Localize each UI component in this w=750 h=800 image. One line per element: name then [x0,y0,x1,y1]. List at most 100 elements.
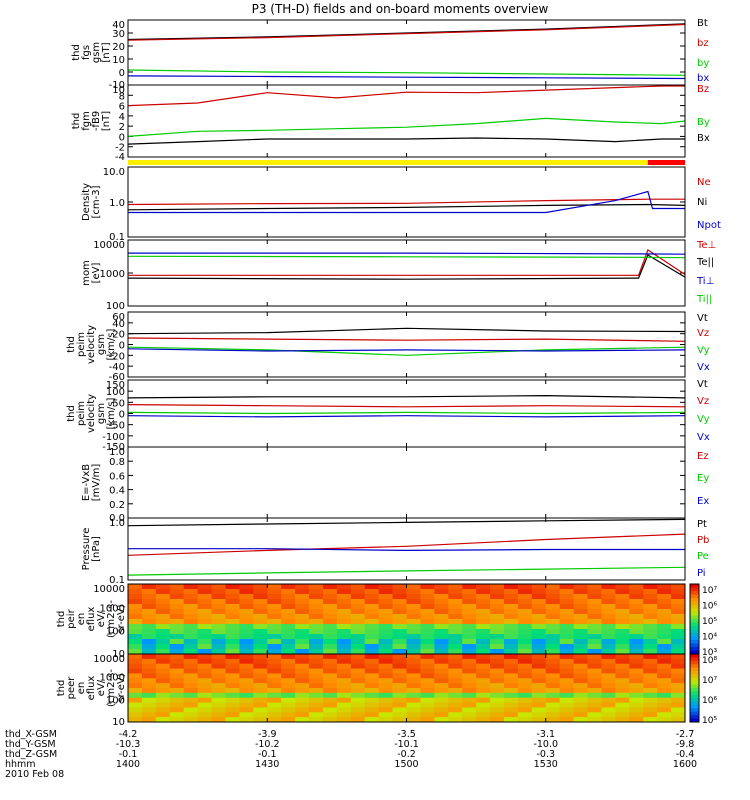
colorbar-segment [690,636,699,641]
spectrogram-cell [531,609,547,615]
spectrogram-cell [462,634,477,640]
spectrogram-cell [239,634,254,640]
spectrogram-cell [587,624,602,630]
spectrogram-cell [253,594,268,600]
spectrogram-cell [392,663,407,670]
spectrogram-cell [476,663,491,670]
spectrogram-cell [559,663,575,670]
spectrogram-cell [531,584,547,590]
spectrogram-cell [462,619,477,625]
spectrogram-cell [197,594,213,600]
spectrogram-cell [364,668,380,674]
spectrogram-cell [643,712,658,718]
spectrogram-cell [615,702,630,708]
y-axis-label-line: [km/s] [106,397,117,429]
colorbar-segment [690,701,699,706]
spectrogram-cell [141,707,157,713]
spectrogram-cell [350,707,366,713]
legend-label: Te|| [696,257,714,268]
spectrogram-cell [336,624,352,630]
spectrogram-cell [559,624,575,630]
spectrogram-cell [183,639,199,645]
spectrogram-cell [420,717,435,723]
spectrogram-cell [253,584,268,590]
y-tick-label: -2 [115,143,125,154]
spectrogram-cell [281,614,296,620]
colorbar-segment [690,587,699,592]
spectrogram-cell [420,654,435,660]
spectrogram-cell [392,589,407,595]
y-axis-label: thdfgm-fB9[nT] [71,111,112,131]
y-tick-label: 60 [112,312,125,323]
spectrogram-cell [155,697,171,704]
spectrogram-cell [517,663,533,670]
spectrogram-cell [615,678,630,684]
spectrogram-cell [267,707,282,713]
spectrogram-cell [517,707,533,713]
spectrogram-cell [420,634,435,640]
spectrogram-cell [434,668,449,674]
spectrogram-cell [155,629,171,635]
spectrogram-cell [573,614,589,620]
legend-label: Bt [697,18,708,29]
spectrogram-cell [406,668,421,674]
spectrogram-cell [378,688,394,694]
spectrogram-cell [169,683,185,689]
spectrogram-cell [573,717,589,723]
spectrogram-cell [490,644,505,650]
spectrogram-cell [671,594,686,600]
spectrogram-cell [601,629,616,635]
spectrogram-cell [309,639,324,645]
y-tick-label: 20 [112,330,125,341]
spectrogram-cell [462,692,477,699]
spectrogram-cell [573,668,589,674]
spectrogram-cell [211,594,226,600]
spectrogram-cell [406,702,421,708]
spectrogram-cell [128,624,143,630]
spectrogram-cell [531,658,547,665]
spectrogram-cell [615,688,630,694]
spectrogram-cell [239,702,254,708]
spectrogram-cell [197,624,213,630]
spectrogram-cell [239,609,254,615]
spectrogram-cell [643,663,658,670]
spectrogram-cell [531,692,547,699]
spectrogram-cell [448,707,463,713]
spectrogram-cell [531,707,547,713]
spectrogram-cell [253,683,268,689]
spectrogram-cell [309,663,324,670]
spectrogram-cell [322,668,338,674]
spectrogram-cell [531,712,547,718]
spectrogram-cell [378,673,394,679]
spectrogram-cell [615,717,630,723]
spectrogram-cell [183,584,199,590]
spectrogram-cell [350,594,366,600]
spectrogram-cell [267,654,282,660]
x-axis-value: -10.2 [255,739,280,750]
spectrogram-cell [169,712,185,718]
spectrogram-cell [545,673,561,679]
spectrogram-cell [657,658,672,665]
spectrogram-cell [517,609,533,615]
spectrogram-cell [406,584,421,590]
spectrogram-cell [309,683,324,689]
spectrogram-cell [503,688,519,694]
spectrogram-cell [336,663,352,670]
spectrogram-cell [517,594,533,600]
spectrogram-cell [253,688,268,694]
spectrogram-cell [336,688,352,694]
spectrogram-cell [615,619,630,625]
spectrogram-cell [141,683,157,689]
mode-bar [128,160,685,165]
spectrogram-cell [434,688,449,694]
spectrogram-cell [573,654,589,660]
spectrogram-cell [671,609,686,615]
spectrogram-cell [225,619,240,625]
spectrogram-cell [448,654,463,660]
spectrogram-cell [503,599,519,605]
spectrogram-cell [406,707,421,713]
spectrogram-cell [657,712,672,718]
series-line [127,404,686,408]
